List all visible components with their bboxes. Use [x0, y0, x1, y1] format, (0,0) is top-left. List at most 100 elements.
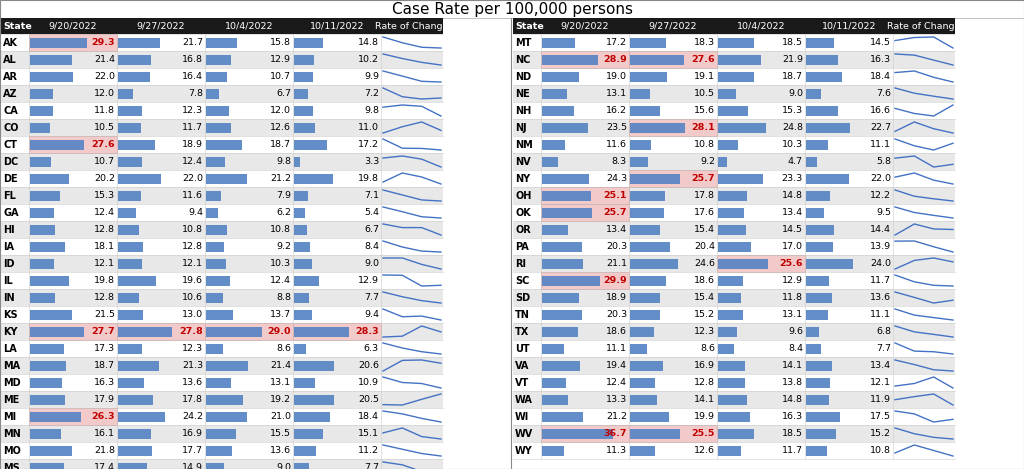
Bar	[513, 357, 955, 374]
Bar	[118, 190, 140, 201]
Bar	[806, 310, 827, 319]
Text: VT: VT	[515, 378, 529, 387]
Bar	[630, 242, 670, 251]
Bar	[806, 275, 828, 286]
Text: 6.7: 6.7	[364, 225, 379, 234]
Bar	[630, 326, 654, 336]
Text: 24.8: 24.8	[782, 123, 803, 132]
Bar	[118, 157, 142, 166]
Bar	[542, 411, 584, 422]
Bar	[1, 255, 443, 272]
Text: 21.7: 21.7	[182, 38, 203, 47]
Text: GA: GA	[3, 207, 18, 218]
Bar	[206, 378, 231, 387]
Text: 18.7: 18.7	[94, 361, 115, 370]
Text: 13.7: 13.7	[270, 310, 291, 319]
Bar	[30, 310, 72, 319]
Text: AZ: AZ	[3, 89, 17, 98]
Bar	[806, 446, 827, 455]
Text: FL: FL	[3, 190, 16, 201]
Bar	[30, 361, 67, 371]
Bar	[294, 394, 334, 404]
Bar	[1, 391, 443, 408]
Bar	[541, 425, 629, 442]
Text: 9/27/2022: 9/27/2022	[137, 22, 185, 30]
Bar	[118, 378, 144, 387]
Text: 10.2: 10.2	[358, 55, 379, 64]
Text: 19.0: 19.0	[606, 72, 627, 81]
Bar	[30, 258, 53, 268]
Text: 27.8: 27.8	[179, 327, 203, 336]
Bar	[806, 429, 836, 439]
Bar	[542, 190, 591, 201]
Text: 12.1: 12.1	[94, 259, 115, 268]
Text: 13.4: 13.4	[606, 225, 627, 234]
Text: 15.2: 15.2	[870, 429, 891, 438]
Bar	[30, 54, 72, 65]
Text: 21.5: 21.5	[94, 310, 115, 319]
Text: 27.7: 27.7	[91, 327, 115, 336]
Text: 13.6: 13.6	[182, 378, 203, 387]
Text: 24.6: 24.6	[694, 259, 715, 268]
Text: 17.5: 17.5	[870, 412, 891, 421]
Text: 16.3: 16.3	[782, 412, 803, 421]
Bar	[718, 326, 736, 336]
Bar	[542, 38, 575, 47]
Text: 22.0: 22.0	[182, 174, 203, 183]
Text: 16.1: 16.1	[94, 429, 115, 438]
Bar	[1, 34, 443, 51]
Bar	[29, 323, 117, 340]
Bar	[294, 38, 323, 47]
Text: 13.6: 13.6	[869, 293, 891, 302]
Bar	[30, 122, 50, 133]
Text: AL: AL	[3, 54, 16, 65]
Text: 15.6: 15.6	[694, 106, 715, 115]
Text: 21.9: 21.9	[782, 55, 803, 64]
Bar	[30, 139, 84, 150]
Text: 12.8: 12.8	[694, 378, 715, 387]
Text: 16.4: 16.4	[182, 72, 203, 81]
Bar	[513, 289, 955, 306]
Text: 22.0: 22.0	[870, 174, 891, 183]
Text: 8.6: 8.6	[276, 344, 291, 353]
Text: 16.8: 16.8	[182, 55, 203, 64]
Bar	[806, 71, 842, 82]
Bar	[294, 293, 309, 303]
Text: 13.1: 13.1	[782, 310, 803, 319]
Text: 25.6: 25.6	[779, 259, 803, 268]
Text: 10.8: 10.8	[694, 140, 715, 149]
Text: 13.4: 13.4	[782, 208, 803, 217]
Bar	[30, 429, 61, 439]
Bar	[1, 374, 443, 391]
Bar	[629, 51, 717, 68]
Bar	[513, 85, 955, 102]
Bar	[542, 258, 583, 268]
Bar	[30, 190, 59, 201]
Bar	[294, 462, 309, 469]
Bar	[118, 122, 140, 133]
Text: 7.8: 7.8	[188, 89, 203, 98]
Text: NE: NE	[515, 89, 529, 98]
Text: 7.7: 7.7	[876, 344, 891, 353]
Text: 28.3: 28.3	[355, 327, 379, 336]
Bar	[542, 429, 613, 439]
Text: WI: WI	[515, 411, 529, 422]
Bar	[513, 187, 955, 204]
Bar	[630, 89, 650, 98]
Bar	[118, 139, 155, 150]
Text: 20.6: 20.6	[358, 361, 379, 370]
Bar	[1, 289, 443, 306]
Bar	[513, 102, 955, 119]
Text: 15.3: 15.3	[94, 191, 115, 200]
Bar	[630, 411, 669, 422]
Text: 12.4: 12.4	[182, 157, 203, 166]
Text: 10.5: 10.5	[94, 123, 115, 132]
Text: NH: NH	[515, 106, 531, 115]
Text: 9.2: 9.2	[276, 242, 291, 251]
Text: 12.4: 12.4	[94, 208, 115, 217]
Bar	[630, 54, 684, 65]
Bar	[630, 71, 668, 82]
Text: 9.4: 9.4	[364, 310, 379, 319]
Text: 17.8: 17.8	[182, 395, 203, 404]
Bar	[206, 394, 244, 404]
